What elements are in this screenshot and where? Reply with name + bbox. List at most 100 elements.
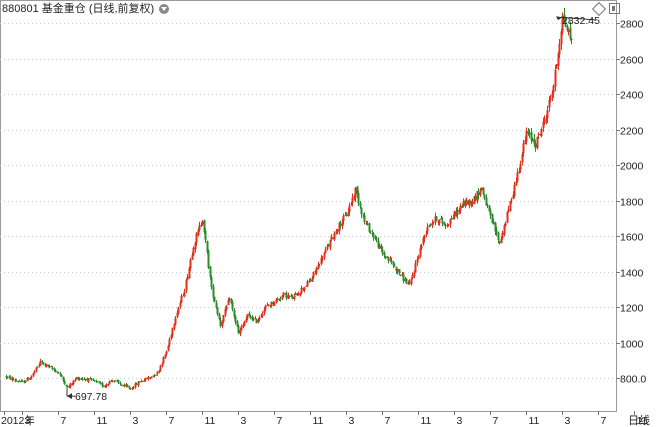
candle-body [114,380,117,382]
candle-body [459,205,462,211]
candle-body [243,321,246,326]
candle-body [90,378,93,380]
candle-body [350,203,353,205]
candle-body [62,376,65,381]
y-tick-label: 2800 [620,19,644,31]
candle-body [254,318,257,320]
candle-body [531,138,534,141]
candle-body [308,281,311,283]
candle-body [291,296,294,299]
candle-body [138,381,141,383]
y-tick-label: 2200 [620,126,644,138]
candle-body [399,274,402,276]
candle-body [215,302,218,308]
candle-body [248,313,251,316]
min-arrowhead [67,393,72,400]
candle-body [183,291,186,296]
y-tick-label: 2000 [620,161,644,173]
candle-body [168,339,171,345]
candle-body [557,53,560,66]
candle-body [372,233,375,238]
candle-body [330,236,333,240]
candle-body [158,370,161,373]
candle-body [128,386,131,389]
candle-body [203,220,206,232]
candle-body [402,273,405,281]
candle-body [501,232,504,239]
candle-body [384,256,387,258]
candle-body [176,312,179,318]
candle-body [515,182,518,186]
candle-body [341,222,344,227]
candle-body [546,110,549,119]
candle-body [558,43,561,55]
candle-body [63,380,66,385]
candle-body [366,223,369,225]
candle-body [317,264,320,269]
candle-body [191,255,194,260]
chart-header: 880801 基金重仓 (日线,前复权) [2,1,170,17]
candle-body [413,271,416,276]
candle-body [491,214,494,223]
candle-body [380,245,383,250]
candle-body [30,376,33,378]
candle-body [435,216,438,221]
candle-body [321,258,324,260]
candle-body [218,313,221,320]
candle-body [50,366,53,368]
candle-body [69,383,72,387]
candle-body [483,194,486,199]
candle-body [513,184,516,197]
x-tick-label: 3 [241,415,247,427]
panel-toggle-icon[interactable] [609,2,620,14]
candle-body [383,252,386,256]
candle-body [165,351,168,355]
candle-body [519,163,522,170]
candle-body [276,298,279,301]
candle-body [294,293,297,295]
candle-body [408,282,411,284]
candle-body [197,229,200,235]
candle-body [293,295,296,299]
candle-body [461,205,464,208]
candle-body [536,136,539,149]
candle-body [135,383,138,385]
candle-body [488,205,491,212]
candle-body [299,292,302,295]
candle-body [567,30,570,32]
candle-body [212,286,215,298]
candle-body [147,377,150,380]
candle-body [59,373,62,376]
candle-body [444,224,447,226]
candle-body [563,14,566,23]
candle-body [186,276,189,280]
candle-body [150,376,153,378]
candle-body [446,225,449,227]
candle-body [543,120,546,124]
candle-body [377,240,380,248]
candle-body [66,385,69,388]
candle-body [320,258,323,264]
candle-body [236,321,239,327]
candle-body [333,232,336,240]
candle-body [224,309,227,315]
chevron-down-icon[interactable] [159,4,170,14]
candle-body [309,279,312,281]
diamond-icon[interactable] [591,1,607,17]
candle-body [9,376,12,380]
candle-body [27,378,30,380]
candle-body [57,372,60,374]
candle-body [24,381,27,383]
candle-body [450,218,453,220]
candle-body [101,383,104,387]
candle-body [231,302,234,310]
candle-body [560,31,563,44]
candle-body [345,214,348,217]
candle-body [555,64,558,69]
candle-body [414,263,417,273]
candle-body [489,210,492,216]
x-tick-label: 11 [313,415,324,427]
y-tick-label: 1200 [620,303,644,315]
candle-body [548,100,551,108]
